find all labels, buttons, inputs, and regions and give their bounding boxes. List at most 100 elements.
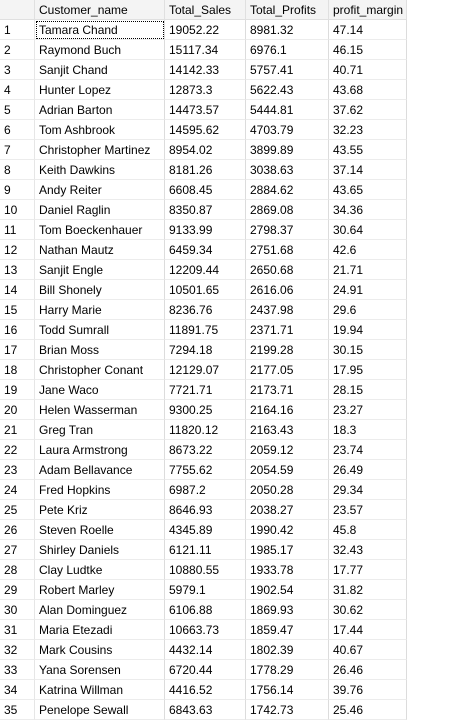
total-profits-cell[interactable]: 2884.62 — [246, 180, 329, 200]
total-profits-cell[interactable]: 6976.1 — [246, 40, 329, 60]
customer-name-cell[interactable]: Tom Ashbrook — [35, 120, 165, 140]
profit-margin-cell[interactable]: 43.55 — [329, 140, 407, 160]
table-row[interactable]: 7 Christopher Martinez 8954.02 3899.89 43.55 — [0, 140, 457, 160]
row-number[interactable]: 8 — [0, 160, 35, 180]
total-sales-cell[interactable]: 6459.34 — [165, 240, 246, 260]
table-row[interactable]: 32 Mark Cousins 4432.14 1802.39 40.67 — [0, 640, 457, 660]
table-row[interactable]: 34 Katrina Willman 4416.52 1756.14 39.76 — [0, 680, 457, 700]
table-row[interactable]: 24 Fred Hopkins 6987.2 2050.28 29.34 — [0, 480, 457, 500]
total-sales-cell[interactable]: 14595.62 — [165, 120, 246, 140]
row-number[interactable]: 30 — [0, 600, 35, 620]
row-number[interactable]: 23 — [0, 460, 35, 480]
row-number[interactable]: 3 — [0, 60, 35, 80]
profit-margin-cell[interactable]: 18.3 — [329, 420, 407, 440]
table-row[interactable]: 13 Sanjit Engle 12209.44 2650.68 21.71 — [0, 260, 457, 280]
table-row[interactable]: 16 Todd Sumrall 11891.75 2371.71 19.94 — [0, 320, 457, 340]
customer-name-cell[interactable]: Clay Ludtke — [35, 560, 165, 580]
row-number[interactable]: 31 — [0, 620, 35, 640]
profit-margin-cell[interactable]: 26.49 — [329, 460, 407, 480]
table-row[interactable]: 18 Christopher Conant 12129.07 2177.05 17.95 — [0, 360, 457, 380]
profit-margin-cell[interactable]: 40.67 — [329, 640, 407, 660]
total-sales-cell[interactable]: 9133.99 — [165, 220, 246, 240]
total-profits-cell[interactable]: 2163.43 — [246, 420, 329, 440]
table-row[interactable]: 25 Pete Kriz 8646.93 2038.27 23.57 — [0, 500, 457, 520]
table-row[interactable]: 4 Hunter Lopez 12873.3 5622.43 43.68 — [0, 80, 457, 100]
table-row[interactable]: 27 Shirley Daniels 6121.11 1985.17 32.43 — [0, 540, 457, 560]
customer-name-cell[interactable]: Shirley Daniels — [35, 540, 165, 560]
customer-name-cell[interactable]: Nathan Mautz — [35, 240, 165, 260]
total-profits-cell[interactable]: 2199.28 — [246, 340, 329, 360]
total-sales-cell[interactable]: 6121.11 — [165, 540, 246, 560]
total-profits-cell[interactable]: 3038.63 — [246, 160, 329, 180]
profit-margin-cell[interactable]: 29.6 — [329, 300, 407, 320]
total-profits-cell[interactable]: 1742.73 — [246, 700, 329, 720]
table-row[interactable]: 17 Brian Moss 7294.18 2199.28 30.15 — [0, 340, 457, 360]
profit-margin-cell[interactable]: 26.46 — [329, 660, 407, 680]
row-number[interactable]: 27 — [0, 540, 35, 560]
total-sales-cell[interactable]: 14142.33 — [165, 60, 246, 80]
row-number[interactable]: 17 — [0, 340, 35, 360]
total-sales-cell[interactable]: 4432.14 — [165, 640, 246, 660]
total-profits-cell[interactable]: 2869.08 — [246, 200, 329, 220]
profit-margin-cell[interactable]: 43.65 — [329, 180, 407, 200]
row-number[interactable]: 12 — [0, 240, 35, 260]
table-row[interactable]: 30 Alan Dominguez 6106.88 1869.93 30.62 — [0, 600, 457, 620]
customer-name-cell[interactable]: Robert Marley — [35, 580, 165, 600]
profit-margin-cell[interactable]: 30.15 — [329, 340, 407, 360]
total-profits-cell[interactable]: 1778.29 — [246, 660, 329, 680]
total-sales-cell[interactable]: 12129.07 — [165, 360, 246, 380]
row-number[interactable]: 19 — [0, 380, 35, 400]
total-profits-cell[interactable]: 2371.71 — [246, 320, 329, 340]
customer-name-cell[interactable]: Yana Sorensen — [35, 660, 165, 680]
row-number[interactable]: 29 — [0, 580, 35, 600]
total-sales-cell[interactable]: 8181.26 — [165, 160, 246, 180]
total-sales-cell[interactable]: 19052.22 — [165, 20, 246, 40]
row-number[interactable]: 9 — [0, 180, 35, 200]
profit-margin-cell[interactable]: 28.15 — [329, 380, 407, 400]
total-profits-cell[interactable]: 1756.14 — [246, 680, 329, 700]
total-profits-cell[interactable]: 3899.89 — [246, 140, 329, 160]
total-sales-cell[interactable]: 6843.63 — [165, 700, 246, 720]
customer-name-cell[interactable]: Raymond Buch — [35, 40, 165, 60]
profit-margin-cell[interactable]: 30.62 — [329, 600, 407, 620]
table-row[interactable]: 31 Maria Etezadi 10663.73 1859.47 17.44 — [0, 620, 457, 640]
total-profits-cell[interactable]: 1985.17 — [246, 540, 329, 560]
total-profits-cell[interactable]: 5622.43 — [246, 80, 329, 100]
profit-margin-cell[interactable]: 23.74 — [329, 440, 407, 460]
profit-margin-cell[interactable]: 32.23 — [329, 120, 407, 140]
column-header-profit-margin[interactable]: profit_margin — [329, 0, 407, 20]
total-profits-cell[interactable]: 2751.68 — [246, 240, 329, 260]
total-profits-cell[interactable]: 2798.37 — [246, 220, 329, 240]
customer-name-cell[interactable]: Brian Moss — [35, 340, 165, 360]
total-sales-cell[interactable]: 8646.93 — [165, 500, 246, 520]
profit-margin-cell[interactable]: 32.43 — [329, 540, 407, 560]
total-profits-cell[interactable]: 2437.98 — [246, 300, 329, 320]
table-row[interactable]: 20 Helen Wasserman 9300.25 2164.16 23.27 — [0, 400, 457, 420]
row-number[interactable]: 20 — [0, 400, 35, 420]
table-row[interactable]: 26 Steven Roelle 4345.89 1990.42 45.8 — [0, 520, 457, 540]
total-profits-cell[interactable]: 2616.06 — [246, 280, 329, 300]
row-number[interactable]: 35 — [0, 700, 35, 720]
profit-margin-cell[interactable]: 39.76 — [329, 680, 407, 700]
row-number[interactable]: 7 — [0, 140, 35, 160]
total-sales-cell[interactable]: 7755.62 — [165, 460, 246, 480]
column-header-customer-name[interactable]: Customer_name — [35, 0, 165, 20]
total-sales-cell[interactable]: 12209.44 — [165, 260, 246, 280]
table-row[interactable]: 11 Tom Boeckenhauer 9133.99 2798.37 30.64 — [0, 220, 457, 240]
row-number[interactable]: 32 — [0, 640, 35, 660]
profit-margin-cell[interactable]: 37.14 — [329, 160, 407, 180]
table-row[interactable]: 12 Nathan Mautz 6459.34 2751.68 42.6 — [0, 240, 457, 260]
customer-name-cell[interactable]: Sanjit Chand — [35, 60, 165, 80]
row-number[interactable]: 22 — [0, 440, 35, 460]
customer-name-cell[interactable]: Jane Waco — [35, 380, 165, 400]
total-sales-cell[interactable]: 8350.87 — [165, 200, 246, 220]
profit-margin-cell[interactable]: 45.8 — [329, 520, 407, 540]
table-row[interactable]: 8 Keith Dawkins 8181.26 3038.63 37.14 — [0, 160, 457, 180]
customer-name-cell[interactable]: Penelope Sewall — [35, 700, 165, 720]
profit-margin-cell[interactable]: 43.68 — [329, 80, 407, 100]
profit-margin-cell[interactable]: 47.14 — [329, 20, 407, 40]
table-row[interactable]: 33 Yana Sorensen 6720.44 1778.29 26.46 — [0, 660, 457, 680]
total-sales-cell[interactable]: 14473.57 — [165, 100, 246, 120]
table-row[interactable]: 2 Raymond Buch 15117.34 6976.1 46.15 — [0, 40, 457, 60]
table-row[interactable]: 14 Bill Shonely 10501.65 2616.06 24.91 — [0, 280, 457, 300]
